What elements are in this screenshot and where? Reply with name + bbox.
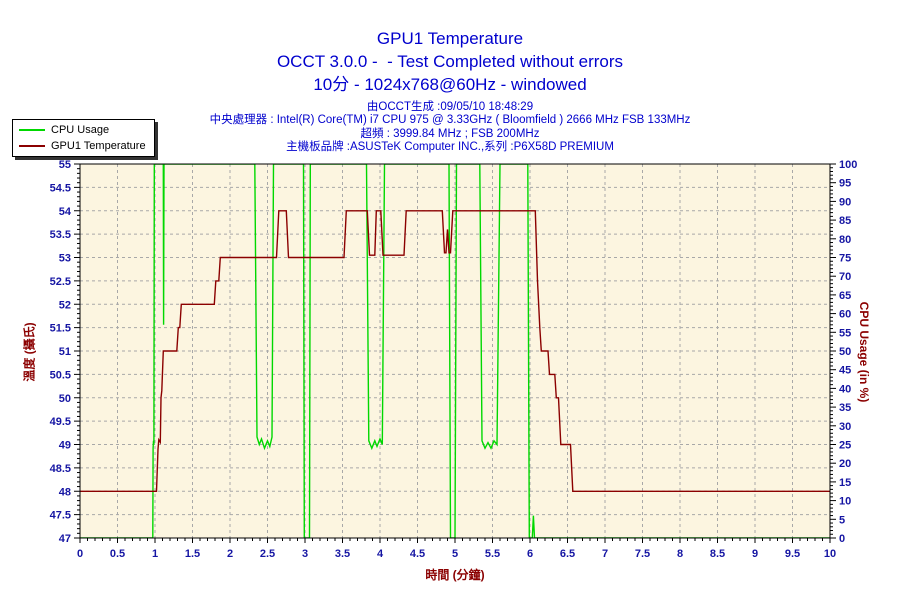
info-motherboard: 主機板品牌 :ASUSTeK Computer INC.,系列 :P6X58D … [286,141,614,154]
y-left-tick-label: 53.5 [50,229,71,241]
y-left-tick-label: 53 [59,253,71,265]
y-right-tick-label: 20 [839,458,851,470]
chart-subtitle-mode: 10分 - 1024x768@60Hz - windowed [313,75,587,94]
tick-labels: 0 0.5 1 1.5 2 2.5 3 3.5 4 4.5 5 5.5 6 6.5 7 7.5 8 8.5 9 9.5… [50,159,858,560]
y-right-tick-label: 50 [839,346,851,358]
legend-item-cpu-usage: CPU Usage [19,122,146,138]
legend-item-gpu1-temperature: GPU1 Temperature [19,138,146,154]
x-tick-label: 2.5 [260,548,275,560]
x-tick-label: 7 [602,548,608,560]
x-axis-title: 時間 (分鐘) [425,568,485,582]
series-line-cpu-usage [80,164,830,538]
gpu1-temperature-line-swatch [19,145,45,147]
y-left-tick-label: 50.5 [50,369,71,381]
y-right-tick-label: 0 [839,533,845,545]
x-tick-label: 0 [77,548,83,560]
x-tick-label: 3 [302,548,308,560]
x-tick-label: 5 [452,548,458,560]
info-overclock: 超頻 : 3999.84 MHz ; FSB 200MHz [360,127,540,140]
info-cpu: 中央處理器 : Intel(R) Core(TM) i7 CPU 975 @ 3… [209,114,691,127]
y-right-tick-label: 60 [839,309,851,321]
x-tick-label: 9 [752,548,758,560]
x-tick-label: 2 [227,548,233,560]
y-left-tick-label: 49.5 [50,416,71,428]
y-right-tick-label: 15 [839,477,851,489]
x-tick-label: 6.5 [560,548,575,560]
y-left-tick-label: 47.5 [50,510,71,522]
legend-label-gpu1-temperature: GPU1 Temperature [51,140,146,152]
x-tick-label: 5.5 [485,548,500,560]
x-tick-label: 9.5 [785,548,800,560]
y-right-axis-title: CPU Usage (in %) [857,301,871,403]
y-right-tick-label: 100 [839,159,857,171]
series-group [80,164,830,538]
x-tick-label: 10 [824,548,836,560]
y-right-tick-label: 5 [839,514,845,526]
y-left-tick-label: 50 [59,393,71,405]
x-tick-label: 7.5 [635,548,650,560]
y-left-tick-label: 54 [59,206,72,218]
info-generated: 由OCCT生成 :09/05/10 18:48:29 [366,101,534,113]
y-right-tick-label: 25 [839,440,851,452]
y-right-tick-label: 75 [839,253,851,265]
y-left-tick-label: 51 [59,346,71,358]
x-tick-label: 1 [152,548,158,560]
y-left-tick-label: 48 [59,486,71,498]
x-tick-label: 3.5 [335,548,350,560]
series-line-gpu1-temperature [80,210,830,492]
y-right-tick-label: 90 [839,196,851,208]
y-right-tick-label: 45 [839,365,851,377]
x-tick-label: 4.5 [410,548,425,560]
y-left-tick-label: 52 [59,299,71,311]
y-left-tick-label: 51.5 [50,323,71,335]
y-right-tick-label: 10 [839,496,851,508]
chart-title: GPU1 Temperature [376,29,524,48]
y-right-tick-label: 30 [839,421,851,433]
cpu-usage-line-swatch [19,129,45,131]
x-tick-label: 6 [527,548,533,560]
y-right-tick-label: 55 [839,327,851,339]
y-right-tick-label: 40 [839,383,851,395]
x-tick-label: 0.5 [110,548,125,560]
y-left-tick-label: 52.5 [50,276,71,288]
legend-label-cpu-usage: CPU Usage [51,124,110,136]
x-tick-label: 1.5 [185,548,200,560]
y-right-tick-label: 85 [839,215,851,227]
y-right-tick-label: 80 [839,234,851,246]
x-tick-label: 8 [677,548,683,560]
y-right-tick-label: 65 [839,290,851,302]
x-tick-label: 4 [377,548,384,560]
y-left-tick-label: 47 [59,533,71,545]
y-left-tick-label: 55 [59,159,71,171]
y-left-tick-label: 49 [59,440,71,452]
y-right-tick-label: 70 [839,271,851,283]
x-tick-label: 8.5 [710,548,725,560]
y-right-tick-label: 35 [839,402,851,414]
y-left-axis-title: 溫度 (攝氏) [22,322,37,382]
y-left-tick-label: 48.5 [50,463,71,475]
chart-titles: GPU1 Temperature OCCT 3.0.0 - - Test Com… [0,27,900,96]
chart-subtitle-result: OCCT 3.0.0 - - Test Completed without er… [276,52,624,71]
plot-border [79,163,831,539]
system-info: 由OCCT生成 :09/05/10 18:48:29 中央處理器 : Intel… [0,101,900,155]
legend: CPU Usage GPU1 Temperature [12,119,155,157]
y-left-tick-label: 54.5 [50,182,71,194]
y-right-tick-label: 95 [839,178,851,190]
